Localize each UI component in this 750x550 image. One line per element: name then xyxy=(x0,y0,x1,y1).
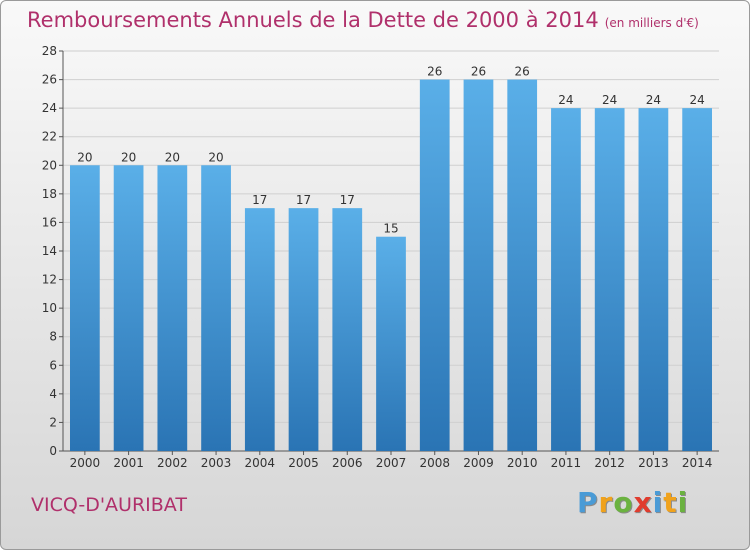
data-label: 20 xyxy=(121,150,136,164)
data-label: 26 xyxy=(427,65,442,79)
bar-2000 xyxy=(69,165,100,452)
logo-letter: i xyxy=(677,486,689,519)
data-label: 24 xyxy=(646,93,661,107)
y-tick-label: 26 xyxy=(42,73,57,87)
y-tick-label: 28 xyxy=(42,44,57,58)
chart-subtitle: (en milliers d'€) xyxy=(604,16,699,30)
logo-letter: i xyxy=(652,486,664,519)
y-tick-label: 12 xyxy=(42,273,57,287)
data-label: 17 xyxy=(340,193,355,207)
data-label: 26 xyxy=(515,65,530,79)
y-tick-label: 24 xyxy=(42,101,57,115)
chart-title: Remboursements Annuels de la Dette de 20… xyxy=(27,8,699,32)
y-tick-label: 0 xyxy=(49,444,57,458)
y-tick-label: 16 xyxy=(42,215,57,229)
bar-2004 xyxy=(244,208,275,451)
x-tick-label: 2012 xyxy=(594,456,625,470)
logo-letter: o xyxy=(613,486,634,519)
bar-2007 xyxy=(376,236,406,451)
y-tick-label: 8 xyxy=(49,330,57,344)
data-labels: 20 20 20 20 17 17 17 15 26 26 26 24 24 24 24 xyxy=(77,65,705,236)
y-tick-label: 4 xyxy=(49,387,57,401)
data-label: 17 xyxy=(252,193,267,207)
logo-letter: t xyxy=(663,486,678,519)
x-tick-label: 2006 xyxy=(332,456,363,470)
x-tick-label: 2014 xyxy=(682,456,713,470)
proxiti-logo: Proxiti xyxy=(577,486,688,519)
y-tick-label: 18 xyxy=(42,187,57,201)
bar-2013 xyxy=(638,108,669,452)
x-tick-label: 2009 xyxy=(463,456,494,470)
x-tick-label: 2008 xyxy=(419,456,450,470)
logo-letter: x xyxy=(633,486,653,519)
data-label: 24 xyxy=(558,93,573,107)
data-label: 26 xyxy=(471,65,486,79)
data-label: 24 xyxy=(689,93,704,107)
bar-2003 xyxy=(201,165,231,452)
y-tick-label: 14 xyxy=(42,244,57,258)
x-tick-label: 2007 xyxy=(376,456,407,470)
x-tick-label: 2000 xyxy=(70,456,101,470)
bar-2001 xyxy=(113,165,144,452)
x-tick-label: 2013 xyxy=(638,456,669,470)
bar-2002 xyxy=(157,165,188,452)
y-tick-label: 10 xyxy=(42,301,57,315)
data-label: 20 xyxy=(208,150,223,164)
x-tick-label: 2003 xyxy=(201,456,232,470)
commune-name: VICQ-D'AURIBAT xyxy=(31,494,187,516)
y-tick-label: 6 xyxy=(49,358,57,372)
x-tick-label: 2004 xyxy=(245,456,276,470)
x-tick-label: 2010 xyxy=(507,456,538,470)
y-tick-label: 2 xyxy=(49,415,57,429)
bar-2011 xyxy=(551,108,581,452)
y-tick-label: 20 xyxy=(42,158,57,172)
data-label: 20 xyxy=(165,150,180,164)
data-label: 17 xyxy=(296,193,311,207)
bar-2012 xyxy=(594,108,625,452)
bar-2010 xyxy=(507,79,538,452)
x-tick-label: 2002 xyxy=(157,456,188,470)
x-tick-label: 2005 xyxy=(288,456,319,470)
logo-letter: r xyxy=(598,486,614,519)
bar-2006 xyxy=(332,208,363,451)
bar-2005 xyxy=(288,208,319,451)
logo-letter: P xyxy=(577,486,599,519)
bar-2014 xyxy=(682,108,713,452)
bar-2009 xyxy=(463,79,494,452)
data-label: 20 xyxy=(77,150,92,164)
data-label: 15 xyxy=(383,222,398,236)
bar-2008 xyxy=(419,79,450,452)
x-tick-label: 2001 xyxy=(113,456,144,470)
bars xyxy=(69,79,713,452)
data-label: 24 xyxy=(602,93,617,107)
y-tick-label: 22 xyxy=(42,130,57,144)
x-tick-label: 2011 xyxy=(551,456,582,470)
